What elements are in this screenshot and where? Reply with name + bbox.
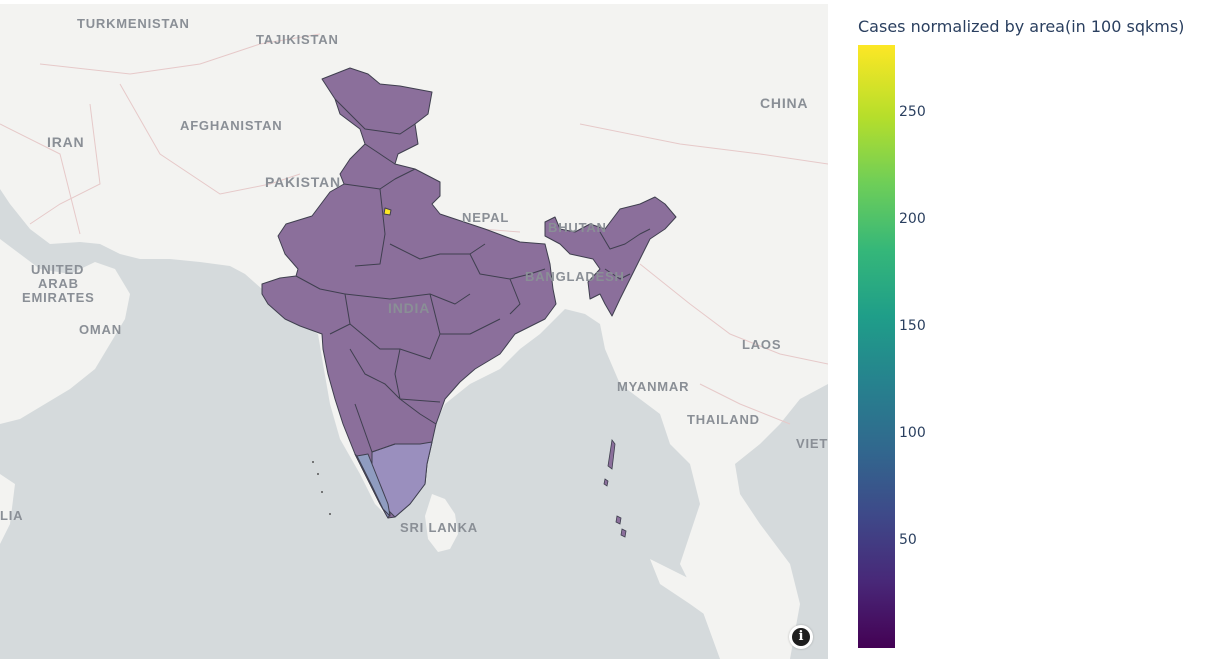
map-view[interactable]: TURKMENISTAN TAJIKISTAN IRAN AFGHANISTAN… [0, 4, 828, 659]
label-somalia: LIA [0, 508, 23, 523]
colorbar-title: Cases normalized by area(in 100 sqkms) [858, 17, 1185, 36]
label-pakistan: PAKISTAN [265, 174, 341, 190]
colorbar-tick-label: 150 [899, 318, 926, 335]
attribution-info-button[interactable]: i [789, 625, 813, 649]
label-thailand: THAILAND [687, 412, 760, 427]
state-borders [295, 98, 651, 453]
colorbar-tick-label: 200 [899, 211, 926, 228]
label-china: CHINA [760, 95, 808, 111]
india-kerala-strip[interactable] [356, 453, 391, 517]
landmass-arabia [0, 239, 130, 424]
lakshadweep [312, 461, 331, 515]
label-tajikistan: TAJIKISTAN [256, 32, 339, 47]
landmass-africa [0, 474, 15, 544]
label-india: INDIA [388, 300, 430, 316]
basemap[interactable]: TURKMENISTAN TAJIKISTAN IRAN AFGHANISTAN… [0, 4, 828, 659]
label-vietnam: VIET [796, 436, 828, 451]
india-delhi[interactable] [383, 207, 392, 216]
label-uae-line3: EMIRATES [22, 290, 95, 305]
label-nepal: NEPAL [462, 210, 509, 225]
label-laos: LAOS [742, 337, 781, 352]
label-bangladesh: BANGLADESH [525, 269, 625, 284]
colorbar-tick-label: 250 [899, 104, 926, 121]
label-sri-lanka: SRI LANKA [400, 520, 478, 535]
label-myanmar: MYANMAR [617, 379, 689, 394]
sri-lanka [425, 494, 458, 552]
label-afghanistan: AFGHANISTAN [180, 118, 282, 133]
andaman-nicobar[interactable] [603, 438, 627, 538]
info-icon: i [792, 628, 810, 646]
label-iran: IRAN [47, 134, 84, 150]
india-regions[interactable] [261, 67, 677, 519]
label-bhutan: BHUTAN [548, 220, 607, 235]
india-northeast[interactable] [544, 196, 677, 317]
colorbar-tick-label: 100 [899, 425, 926, 442]
label-oman: OMAN [79, 322, 122, 337]
label-turkmenistan: TURKMENISTAN [77, 16, 190, 31]
colorbar [858, 45, 895, 648]
label-uae-line2: ARAB [38, 276, 79, 291]
label-uae-line1: UNITED [31, 262, 84, 277]
landmass-sumatra [650, 559, 790, 659]
colorbar-tick-label: 50 [899, 532, 917, 549]
